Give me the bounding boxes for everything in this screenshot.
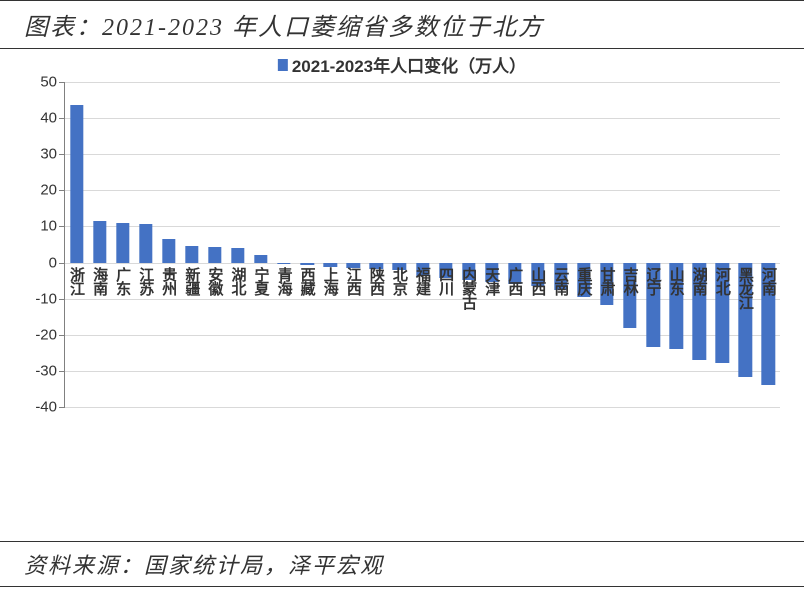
gridline (65, 371, 780, 372)
y-axis-label: -10 (35, 290, 65, 307)
x-axis-label: 贵州 (161, 267, 176, 295)
bar (277, 263, 290, 265)
x-axis-label: 吉林 (623, 267, 638, 295)
gridline (65, 82, 780, 83)
bar (208, 247, 221, 262)
x-axis-label: 山东 (669, 267, 684, 295)
x-axis-label: 新疆 (184, 267, 199, 295)
y-axis-label: -30 (35, 362, 65, 379)
bar (93, 221, 106, 263)
x-axis-label: 河北 (715, 267, 730, 295)
x-axis-label: 宁夏 (254, 267, 269, 295)
x-axis-label: 云南 (553, 267, 568, 295)
x-axis-label: 安徽 (207, 267, 222, 295)
x-axis-label: 广西 (507, 267, 522, 295)
bar (185, 246, 198, 262)
x-axis-label: 甘肃 (600, 267, 615, 295)
gridline (65, 407, 780, 408)
x-axis-label: 海南 (92, 267, 107, 295)
legend-label: 2021-2023年人口变化（万人） (292, 52, 526, 77)
bar (300, 263, 313, 266)
x-axis-label: 黑龙江 (738, 267, 753, 309)
x-axis-label: 西藏 (300, 267, 315, 295)
x-axis-label: 陕西 (369, 267, 384, 295)
y-axis-label: 10 (40, 218, 65, 235)
legend: 2021-2023年人口变化（万人） (278, 52, 526, 77)
x-axis-label: 重庆 (576, 267, 591, 295)
gridline (65, 154, 780, 155)
bar (70, 105, 83, 262)
y-axis-label: 20 (40, 182, 65, 199)
y-axis-label: 0 (49, 254, 65, 271)
x-axis-label: 四川 (438, 267, 453, 295)
y-axis-label: 40 (40, 110, 65, 127)
chart-source-row: 资料来源：国家统计局，泽平宏观 (0, 541, 804, 587)
plot-area: -40-30-20-1001020304050浙江海南广东江苏贵州新疆安徽湖北宁… (64, 82, 780, 407)
gridline (65, 226, 780, 227)
y-axis-label: 50 (40, 74, 65, 91)
chart-title-row: 图表：2021-2023 年人口萎缩省多数位于北方 (0, 0, 804, 49)
chart-title: 图表：2021-2023 年人口萎缩省多数位于北方 (24, 15, 544, 41)
bar (116, 223, 129, 263)
x-axis-label: 内蒙古 (461, 267, 476, 309)
y-axis-label: -20 (35, 326, 65, 343)
y-axis-label: 30 (40, 146, 65, 163)
x-axis-label: 浙江 (69, 267, 84, 295)
x-axis-label: 辽宁 (646, 267, 661, 295)
bar (231, 248, 244, 262)
chart-area: 2021-2023年人口变化（万人） -40-30-20-10010203040… (0, 48, 804, 543)
x-axis-label: 北京 (392, 267, 407, 295)
bar (254, 255, 267, 262)
x-axis-label: 青海 (277, 267, 292, 295)
x-axis-label: 山西 (530, 267, 545, 295)
legend-swatch (278, 59, 288, 71)
gridline (65, 190, 780, 191)
gridline (65, 118, 780, 119)
x-axis-label: 天津 (484, 267, 499, 295)
bar (139, 224, 152, 263)
x-axis-label: 江苏 (138, 267, 153, 295)
x-axis-label: 湖南 (692, 267, 707, 295)
x-axis-label: 湖北 (230, 267, 245, 295)
x-axis-label: 江西 (346, 267, 361, 295)
chart-source: 资料来源：国家统计局，泽平宏观 (24, 553, 384, 578)
bar (162, 239, 175, 262)
x-axis-label: 河南 (761, 267, 776, 295)
x-axis-label: 福建 (415, 267, 430, 295)
x-axis-label: 广东 (115, 267, 130, 295)
x-axis-label: 上海 (323, 267, 338, 295)
y-axis-label: -40 (35, 399, 65, 416)
